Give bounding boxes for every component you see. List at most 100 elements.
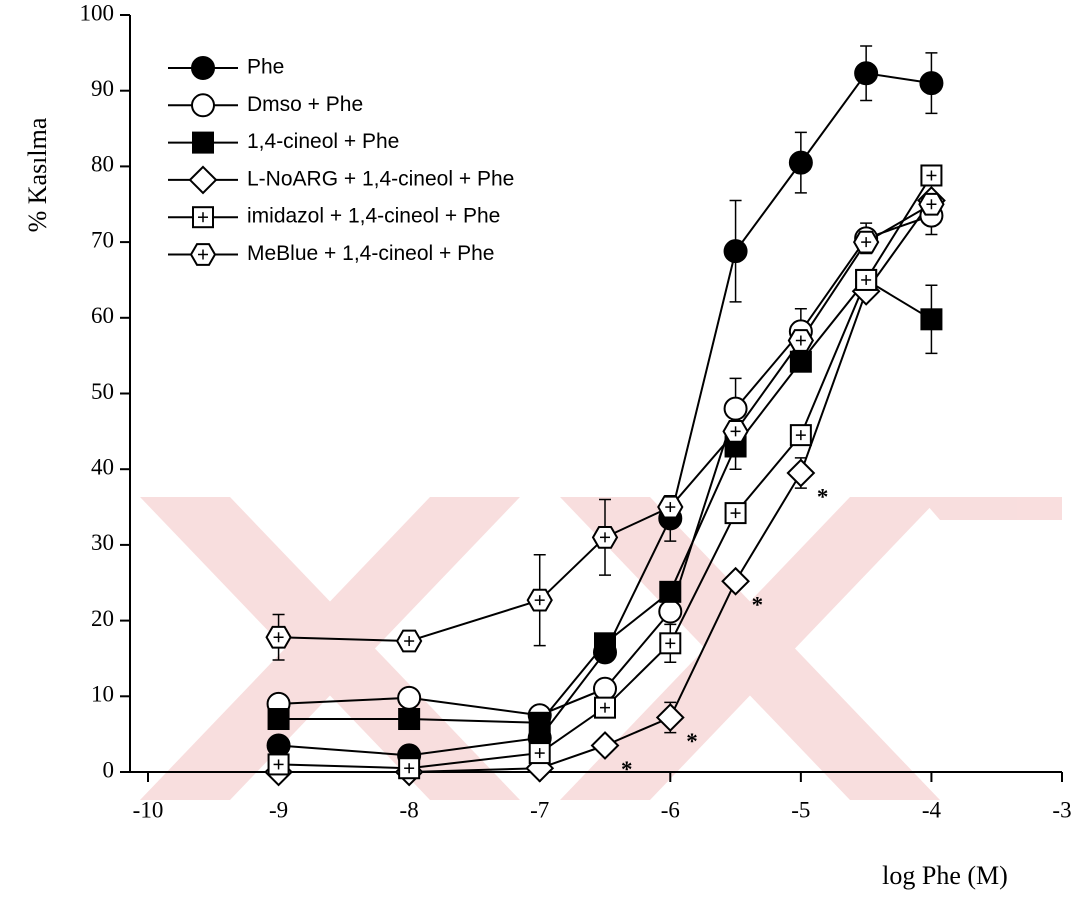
annotation: * — [621, 757, 633, 782]
marker — [594, 696, 616, 719]
marker — [267, 753, 290, 776]
marker-shape — [854, 61, 879, 86]
marker — [659, 632, 682, 655]
marker-shape — [192, 131, 214, 154]
marker — [590, 731, 620, 760]
marker — [528, 711, 551, 734]
x-tick-label: -7 — [530, 797, 549, 822]
y-tick-label: 20 — [91, 606, 114, 631]
marker-shape — [723, 239, 748, 264]
y-tick-label: 10 — [91, 682, 114, 707]
marker-shape — [266, 733, 291, 758]
marker — [192, 206, 214, 229]
marker — [788, 150, 813, 175]
marker — [724, 502, 747, 525]
x-tick-label: -4 — [922, 797, 942, 822]
marker — [191, 93, 215, 118]
marker — [594, 632, 616, 655]
y-axis-label: % Kasılma — [23, 117, 52, 232]
marker — [920, 164, 943, 187]
marker-shape — [786, 458, 816, 488]
marker-shape — [723, 396, 748, 421]
marker — [721, 566, 750, 596]
marker — [526, 588, 553, 612]
marker — [852, 230, 880, 254]
marker-shape — [920, 308, 943, 331]
marker — [191, 56, 215, 80]
marker — [657, 495, 684, 519]
x-axis-label: log Phe (M) — [882, 861, 1008, 890]
marker — [591, 525, 619, 549]
marker — [188, 165, 218, 195]
marker-shape — [398, 708, 421, 731]
marker — [918, 192, 945, 216]
y-tick-label: 90 — [91, 76, 114, 101]
x-tick-label: -8 — [400, 797, 419, 822]
legend-label: imidazol + 1,4-cineol + Phe — [247, 205, 500, 228]
legend-label: 1,4-cineol + Phe — [247, 130, 399, 153]
marker — [398, 708, 421, 731]
marker — [266, 733, 291, 758]
marker — [854, 61, 879, 86]
marker — [919, 71, 944, 96]
marker — [395, 629, 423, 653]
marker — [787, 329, 815, 352]
marker-shape — [594, 632, 616, 655]
legend-label: L-NoARG + 1,4-cineol + Phe — [247, 167, 514, 190]
marker-shape — [267, 708, 290, 731]
marker — [192, 131, 214, 154]
marker — [189, 243, 217, 266]
legend-label: MeBlue + 1,4-cineol + Phe — [247, 242, 495, 265]
marker-shape — [789, 350, 812, 373]
y-tick-label: 40 — [91, 454, 114, 479]
marker — [789, 350, 812, 373]
marker — [265, 625, 292, 649]
marker — [855, 268, 878, 291]
x-tick-label: -6 — [661, 797, 680, 822]
marker — [789, 424, 812, 447]
marker-shape — [919, 71, 944, 96]
marker-shape — [593, 676, 617, 701]
x-tick-label: -3 — [1052, 797, 1071, 822]
marker — [658, 599, 683, 624]
marker-shape — [655, 703, 685, 732]
y-tick-label: 70 — [91, 227, 114, 252]
x-tick-label: -5 — [791, 797, 810, 822]
marker — [398, 757, 421, 780]
y-tick-label: 0 — [103, 757, 115, 782]
marker-shape — [721, 566, 750, 596]
annotation: * — [686, 729, 698, 754]
x-tick-label: -9 — [269, 797, 288, 822]
marker — [397, 685, 422, 710]
y-tick-label: 60 — [91, 303, 114, 328]
marker-shape — [528, 711, 551, 734]
annotation: * — [752, 593, 764, 618]
marker-shape — [191, 93, 215, 118]
marker-shape — [659, 580, 682, 603]
y-tick-label: 100 — [80, 0, 115, 25]
marker — [593, 676, 617, 701]
marker — [267, 708, 290, 731]
marker — [722, 419, 749, 443]
marker — [659, 580, 682, 603]
marker — [528, 742, 551, 765]
marker-shape — [188, 165, 218, 195]
y-tick-label: 50 — [91, 379, 114, 404]
y-tick-label: 30 — [91, 530, 114, 555]
marker — [920, 308, 943, 331]
marker — [786, 458, 816, 488]
marker-shape — [590, 731, 620, 760]
marker-shape — [191, 56, 215, 80]
x-tick-label: -10 — [133, 797, 164, 822]
marker-shape — [788, 150, 813, 175]
annotation: * — [817, 484, 829, 509]
marker-shape — [658, 599, 683, 624]
marker — [723, 239, 748, 264]
marker — [655, 703, 685, 732]
y-tick-label: 80 — [91, 152, 114, 177]
marker — [723, 396, 748, 421]
marker-shape — [397, 685, 422, 710]
legend-label: Phe — [247, 56, 284, 79]
legend-label: Dmso + Phe — [247, 93, 363, 116]
